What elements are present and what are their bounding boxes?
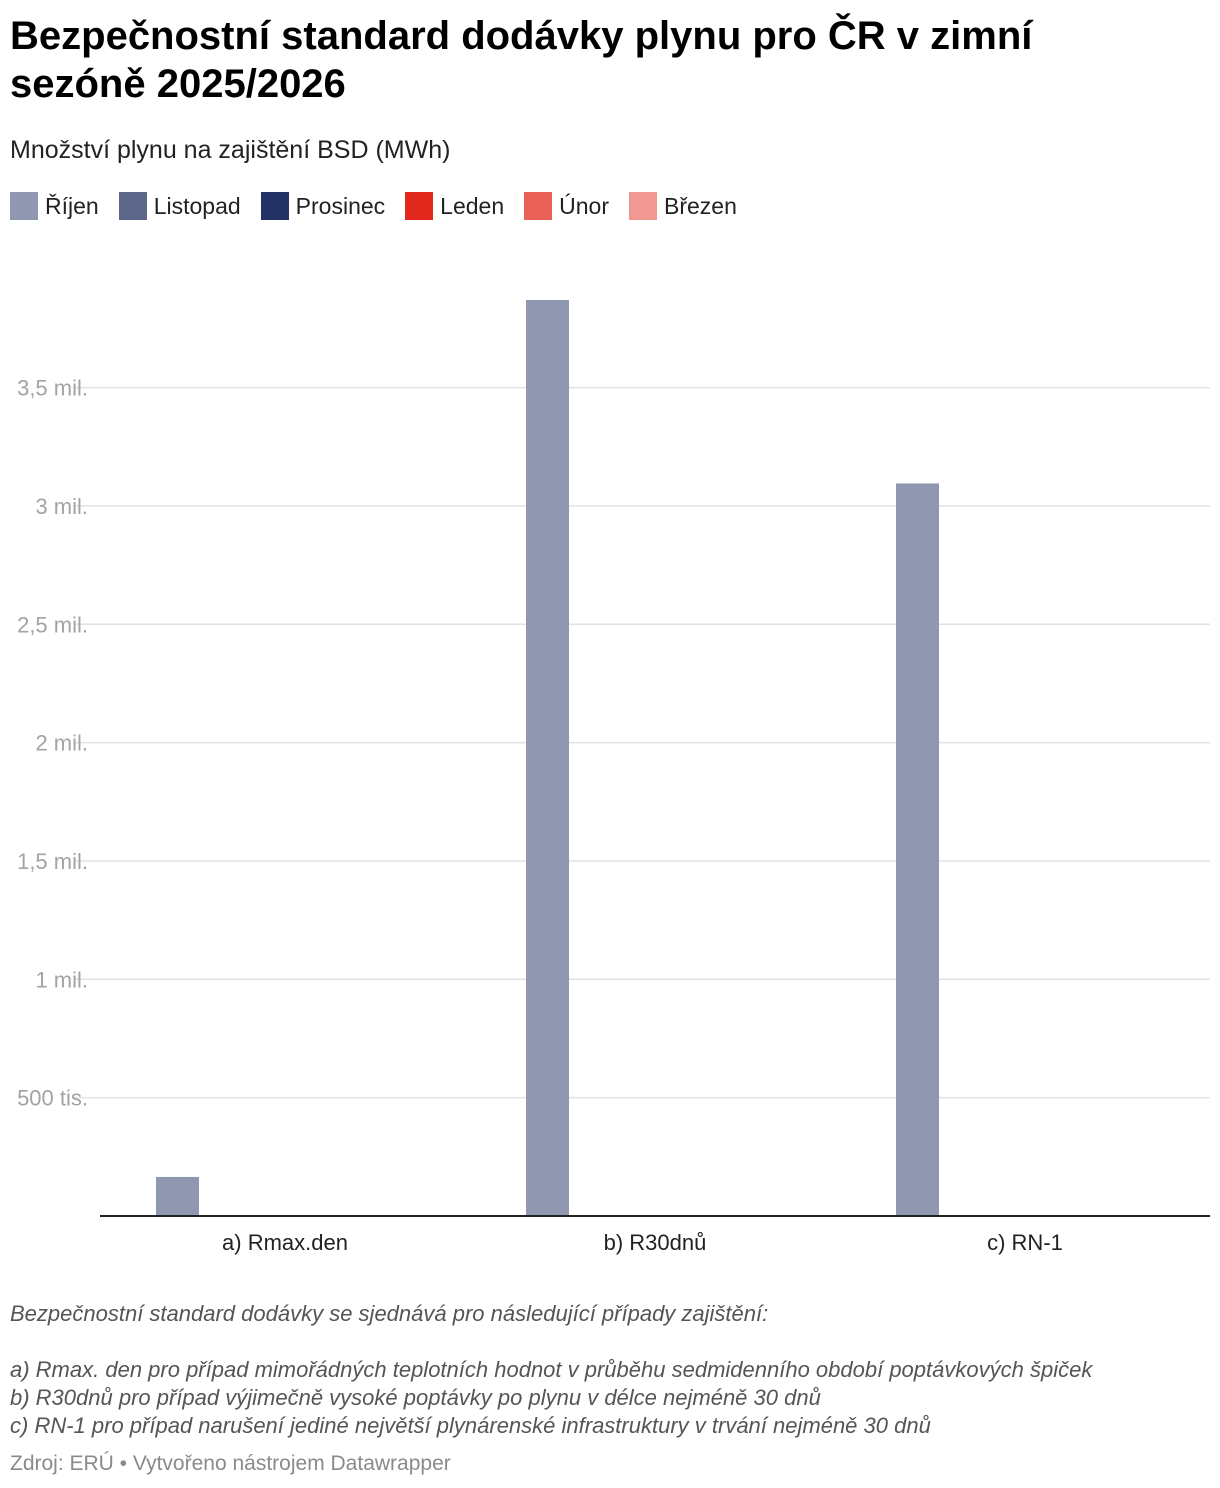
source-footer: Zdroj: ERÚ • Vytvořeno nástrojem Datawra…: [10, 1452, 451, 1475]
legend-item-rijen: Říjen: [10, 190, 99, 222]
bar-rijen: [526, 300, 569, 1216]
legend-swatch-leden: [405, 192, 434, 220]
chart-subtitle: Množství plynu na zajištění BSD (MWh): [10, 136, 451, 164]
y-tick-label: 500 tis.: [17, 1086, 88, 1111]
x-tick-label: b) R30dnů: [604, 1230, 707, 1255]
notes-item-b: b) R30dnů pro případ výjimečně vysoké po…: [10, 1385, 821, 1410]
y-tick-label: 3 mil.: [35, 494, 88, 519]
y-tick-label: 1,5 mil.: [17, 849, 88, 874]
x-tick-label: a) Rmax.den: [222, 1230, 348, 1255]
legend: Říjen Listopad Prosinec Leden Únor Březe…: [10, 190, 737, 222]
legend-swatch-prosinec: [260, 192, 289, 220]
notes-intro: Bezpečnostní standard dodávky se sjednáv…: [10, 1301, 769, 1326]
legend-swatch-rijen: [10, 192, 38, 220]
x-tick-label: c) RN-1: [987, 1230, 1063, 1255]
legend-label-brezen: Březen: [663, 193, 737, 219]
bar-chart: 500 tis. 1 mil. 1,5 mil. 2 mil. 2,5 mil. 3 mi…: [17, 300, 1210, 1255]
legend-label-unor: Únor: [559, 193, 609, 219]
legend-item-brezen: Březen: [628, 190, 737, 222]
notes-spacer: [10, 1328, 1210, 1356]
legend-item-unor: Únor: [524, 190, 609, 222]
bar-rijen: [896, 483, 939, 1216]
legend-label-listopad: Listopad: [153, 193, 241, 219]
chart-notes: Bezpečnostní standard dodávky se sjednáv…: [10, 1300, 1210, 1440]
legend-label-leden: Leden: [440, 193, 505, 219]
notes-item-a: a) Rmax. den pro případ mimořádných tepl…: [10, 1357, 1093, 1382]
legend-item-leden: Leden: [405, 190, 504, 222]
legend-swatch-brezen: [628, 192, 657, 220]
chart-title: Bezpečnostní standard dodávky plynu pro …: [10, 14, 1033, 106]
legend-label-rijen: Říjen: [45, 193, 99, 219]
legend-item-prosinec: Prosinec: [260, 190, 386, 222]
legend-swatch-listopad: [118, 192, 147, 220]
y-tick-label: 1 mil.: [35, 967, 88, 992]
legend-item-listopad: Listopad: [118, 190, 241, 222]
y-tick-label: 3,5 mil.: [17, 376, 88, 401]
legend-label-prosinec: Prosinec: [295, 193, 386, 219]
legend-swatch-unor: [524, 192, 553, 220]
y-tick-label: 2,5 mil.: [17, 612, 88, 637]
notes-item-c: c) RN-1 pro případ narušení jediné nejvě…: [10, 1413, 931, 1438]
bar-rijen: [156, 1176, 199, 1216]
y-tick-label: 2 mil.: [35, 731, 88, 756]
